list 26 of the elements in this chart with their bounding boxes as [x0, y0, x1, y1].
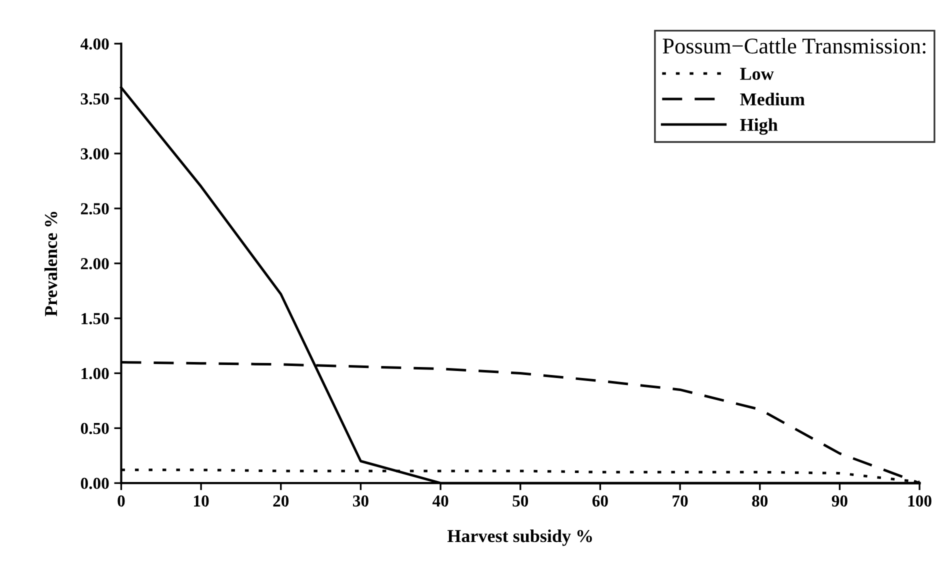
y-tick-label: 2.00: [80, 258, 109, 270]
x-tick-label: 60: [592, 495, 608, 507]
x-tick-label: 20: [273, 495, 289, 507]
y-tick-label: 2.50: [80, 203, 109, 214]
x-tick-label: 10: [194, 495, 209, 507]
y-tick-label: 0.00: [80, 478, 109, 490]
x-tick-label: 100: [908, 495, 932, 507]
x-axis-title: Harvest subsidy %: [447, 529, 592, 546]
legend-label: Low: [740, 68, 774, 80]
legend-label: High: [740, 118, 778, 135]
y-tick-label: 4.00: [80, 38, 109, 50]
x-tick-label: 40: [432, 495, 448, 507]
x-tick-label: 90: [832, 495, 848, 507]
x-tick-label: 80: [752, 495, 768, 507]
y-tick-label: 0.50: [80, 422, 109, 434]
legend-label: Medium: [740, 92, 805, 106]
y-tick-label: 3.50: [80, 93, 109, 105]
legend-title: Possum−Cattle Transmission:: [662, 38, 926, 54]
y-tick-label: 1.00: [82, 368, 109, 380]
x-tick-label: 0: [118, 495, 125, 507]
y-tick-label: 3.00: [80, 148, 109, 160]
y-tick-label: 1.50: [82, 313, 109, 324]
x-tick-label: 70: [672, 495, 688, 507]
x-tick-label: 50: [512, 495, 528, 507]
x-tick-label: 30: [353, 495, 368, 507]
y-axis-title: Prevalence %: [44, 212, 58, 316]
